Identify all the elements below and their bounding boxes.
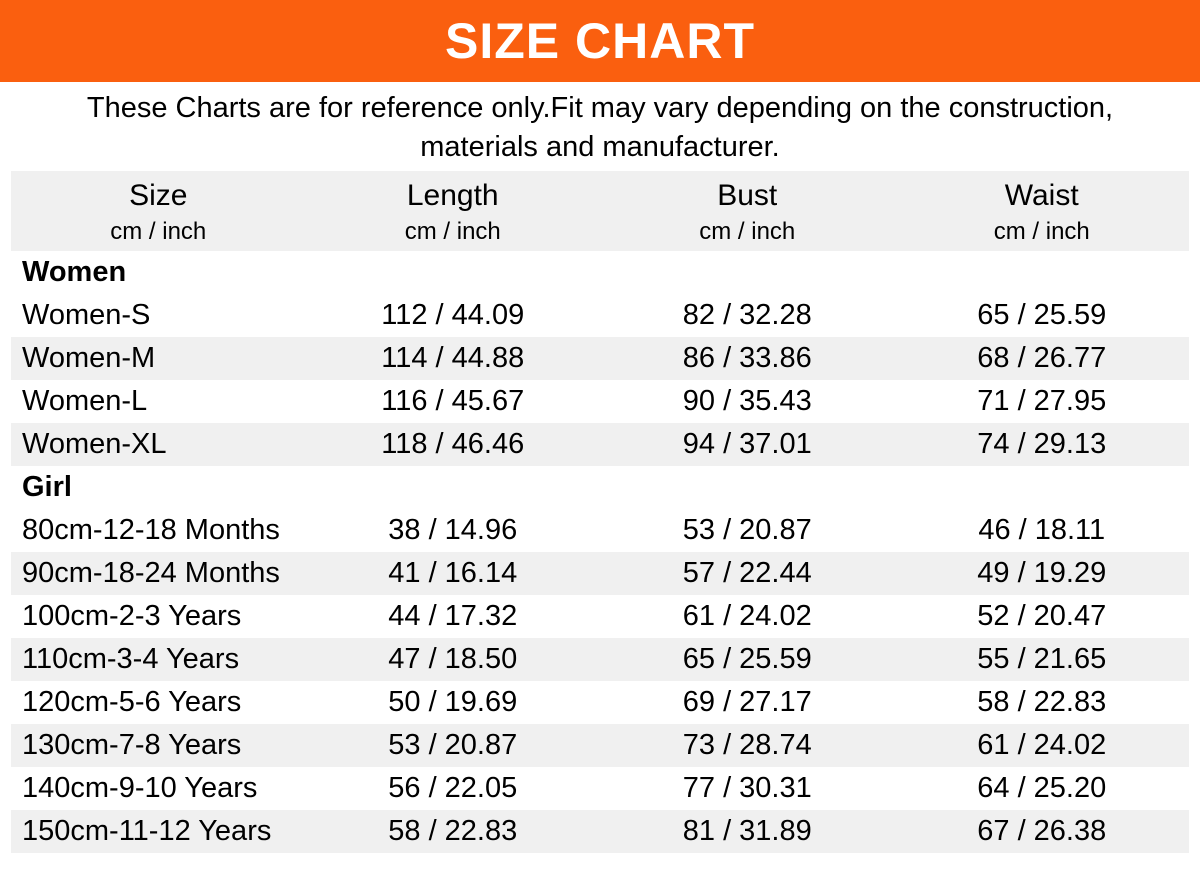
table-body: Women Women-S 112 / 44.09 82 / 32.28 65 / 25… [11,251,1189,853]
cell-size: 130cm-7-8 Years [22,729,242,761]
table-header: Size cm / inch Length cm / inch Bust cm … [11,171,1189,251]
disclaimer-line-2: materials and manufacturer. [420,131,780,163]
cell-bust: 82 / 32.28 [682,299,812,331]
table-row: 130cm-7-8 Years 53 / 20.87 73 / 28.74 61 / … [11,724,1189,767]
column-unit: cm / inch [110,218,207,245]
disclaimer-line-1: These Charts are for reference only.Fit … [86,92,1114,124]
table-row: Women-L 116 / 45.67 90 / 35.43 71 / 27.95 [11,380,1189,423]
column-label: Length [406,179,499,212]
cell-bust: 94 / 37.01 [682,428,812,460]
cell-size: Women-M [22,342,156,374]
column-unit: cm / inch [404,218,501,245]
size-table: Size cm / inch Length cm / inch Bust cm … [11,171,1189,853]
size-chart-banner: SIZE CHART [0,0,1200,82]
table-row: Women-XL 118 / 46.46 94 / 37.01 74 / 29.13 [11,423,1189,466]
cell-bust: 90 / 35.43 [682,385,812,417]
cell-size: 80cm-12-18 Months [22,514,280,546]
section-row: Girl [11,466,1189,509]
cell-size: 120cm-5-6 Years [22,686,242,718]
disclaimer: These Charts are for reference only.Fit … [0,82,1200,167]
cell-size: 150cm-11-12 Years [22,815,272,847]
cell-size: Women-L [22,385,148,417]
cell-size: 110cm-3-4 Years [22,643,240,675]
header-col-waist: Waist cm / inch [895,176,1190,251]
cell-length: 114 / 44.88 [381,342,525,374]
cell-size: 140cm-9-10 Years [22,772,258,804]
cell-waist: 55 / 21.65 [977,643,1107,675]
header-col-size: Size cm / inch [11,176,306,251]
table-row: 150cm-11-12 Years 58 / 22.83 81 / 31.89 67 … [11,810,1189,853]
cell-waist: 74 / 29.13 [977,428,1107,460]
cell-size: 100cm-2-3 Years [22,600,242,632]
cell-bust: 73 / 28.74 [682,729,812,761]
cell-waist: 71 / 27.95 [977,385,1107,417]
cell-length: 44 / 17.32 [388,600,518,632]
cell-size: Women-XL [22,428,167,460]
cell-waist: 52 / 20.47 [977,600,1107,632]
cell-length: 53 / 20.87 [388,729,518,761]
header-col-length: Length cm / inch [306,176,601,251]
cell-length: 58 / 22.83 [388,815,518,847]
cell-length: 41 / 16.14 [388,557,518,589]
column-unit: cm / inch [993,218,1090,245]
table-row: 80cm-12-18 Months 38 / 14.96 53 / 20.87 46 … [11,509,1189,552]
cell-waist: 49 / 19.29 [977,557,1107,589]
table-row: Women-S 112 / 44.09 82 / 32.28 65 / 25.59 [11,294,1189,337]
cell-size: Women-S [22,299,151,331]
header-col-bust: Bust cm / inch [600,176,895,251]
cell-bust: 69 / 27.17 [682,686,812,718]
cell-length: 47 / 18.50 [388,643,518,675]
table-row: Women-M 114 / 44.88 86 / 33.86 68 / 26.77 [11,337,1189,380]
table-row: 120cm-5-6 Years 50 / 19.69 69 / 27.17 58 / … [11,681,1189,724]
table-row: 110cm-3-4 Years 47 / 18.50 65 / 25.59 55 / … [11,638,1189,681]
cell-waist: 46 / 18.11 [978,514,1106,546]
cell-bust: 81 / 31.89 [682,815,812,847]
column-unit: cm / inch [699,218,796,245]
table-row: 140cm-9-10 Years 56 / 22.05 77 / 30.31 64 /… [11,767,1189,810]
column-label: Size [129,179,188,212]
cell-bust: 65 / 25.59 [682,643,812,675]
cell-size: Women [22,256,127,288]
table-row: 100cm-2-3 Years 44 / 17.32 61 / 24.02 52 / … [11,595,1189,638]
cell-length: 118 / 46.46 [381,428,525,460]
cell-bust: 57 / 22.44 [682,557,812,589]
column-label: Waist [1004,179,1079,212]
cell-size: 90cm-18-24 Months [22,557,280,589]
cell-waist: 65 / 25.59 [977,299,1107,331]
cell-length: 56 / 22.05 [388,772,518,804]
cell-waist: 68 / 26.77 [977,342,1107,374]
cell-bust: 61 / 24.02 [682,600,812,632]
cell-waist: 64 / 25.20 [977,772,1107,804]
cell-length: 112 / 44.09 [381,299,525,331]
cell-waist: 61 / 24.02 [977,729,1107,761]
section-row: Women [11,251,1189,294]
column-label: Bust [717,179,778,212]
cell-waist: 67 / 26.38 [977,815,1107,847]
cell-bust: 77 / 30.31 [682,772,812,804]
cell-waist: 58 / 22.83 [977,686,1107,718]
cell-length: 38 / 14.96 [388,514,518,546]
cell-length: 50 / 19.69 [388,686,518,718]
cell-bust: 53 / 20.87 [682,514,812,546]
cell-bust: 86 / 33.86 [682,342,812,374]
cell-length: 116 / 45.67 [381,385,525,417]
page-title: SIZE CHART [445,13,755,69]
table-row: 90cm-18-24 Months 41 / 16.14 57 / 22.44 49 … [11,552,1189,595]
cell-size: Girl [22,471,72,503]
